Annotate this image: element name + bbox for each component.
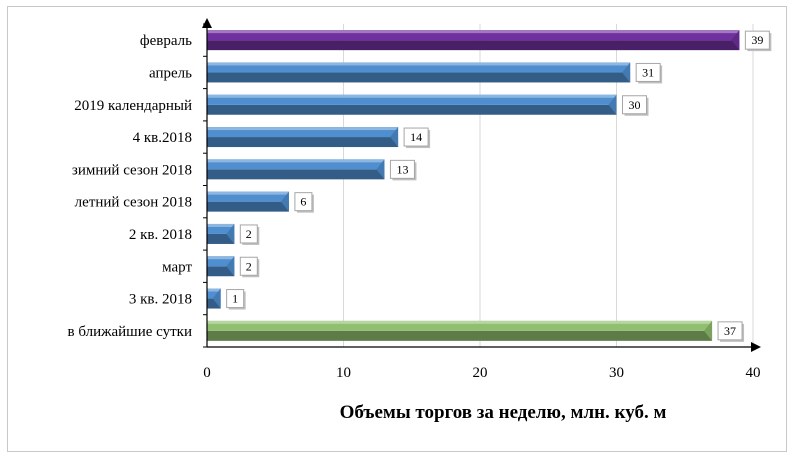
- x-axis-title: Объемы торгов за неделю, млн. куб. м: [340, 402, 667, 423]
- category-label: март: [162, 259, 192, 275]
- bar: [207, 288, 221, 309]
- x-tick-label: 40: [746, 365, 761, 381]
- data-label: 14: [403, 127, 431, 149]
- data-label: 31: [635, 62, 663, 84]
- data-labels: 39 31 30 14 13 6 2 2 1 37: [226, 30, 772, 342]
- bar: [207, 127, 399, 148]
- category-label: зимний сезон 2018: [72, 162, 192, 178]
- data-label-text: 37: [724, 324, 736, 338]
- x-tick-label: 30: [609, 365, 624, 381]
- bar: [207, 223, 235, 244]
- category-label: апрель: [149, 65, 192, 81]
- data-label: 13: [389, 159, 417, 181]
- bar: [207, 159, 385, 180]
- bar: [207, 191, 289, 212]
- data-label: 1: [226, 289, 246, 310]
- data-label-text: 2: [246, 227, 252, 241]
- bars-group: [207, 30, 740, 341]
- bar: [207, 94, 617, 115]
- category-label: 3 кв. 2018: [129, 292, 192, 308]
- category-label: февраль: [140, 33, 192, 49]
- data-label: 39: [744, 30, 772, 52]
- data-label-text: 31: [642, 65, 654, 79]
- x-tick-label: 10: [336, 365, 351, 381]
- category-label: 2019 календарный: [74, 98, 192, 114]
- data-label-text: 13: [396, 162, 408, 176]
- category-label: 4 кв.2018: [133, 130, 192, 146]
- data-label: 6: [294, 192, 314, 213]
- data-label: 2: [239, 256, 260, 278]
- data-label: 37: [717, 321, 745, 342]
- category-label: летний сезон 2018: [75, 195, 192, 211]
- x-tick-label: 0: [203, 365, 211, 381]
- category-label: в ближайшие сутки: [68, 324, 192, 340]
- bar: [207, 62, 631, 83]
- data-label-text: 14: [410, 130, 422, 144]
- tick-labels: 0 10 20 30 40: [203, 365, 760, 381]
- category-labels: февраль апрель 2019 календарный 4 кв.2018 зи…: [68, 33, 193, 340]
- category-label: 2 кв. 2018: [129, 227, 192, 243]
- x-tick-label: 20: [473, 365, 488, 381]
- axes: [202, 18, 761, 352]
- bar: [207, 320, 713, 341]
- data-label-text: 1: [232, 292, 238, 306]
- data-label-text: 30: [629, 98, 641, 112]
- data-label-text: 6: [300, 195, 306, 209]
- data-label: 2: [239, 224, 260, 245]
- data-label-text: 2: [246, 259, 252, 273]
- data-label-text: 39: [751, 33, 763, 47]
- data-label: 30: [622, 95, 649, 116]
- bar: [207, 30, 740, 51]
- bar: [207, 256, 235, 277]
